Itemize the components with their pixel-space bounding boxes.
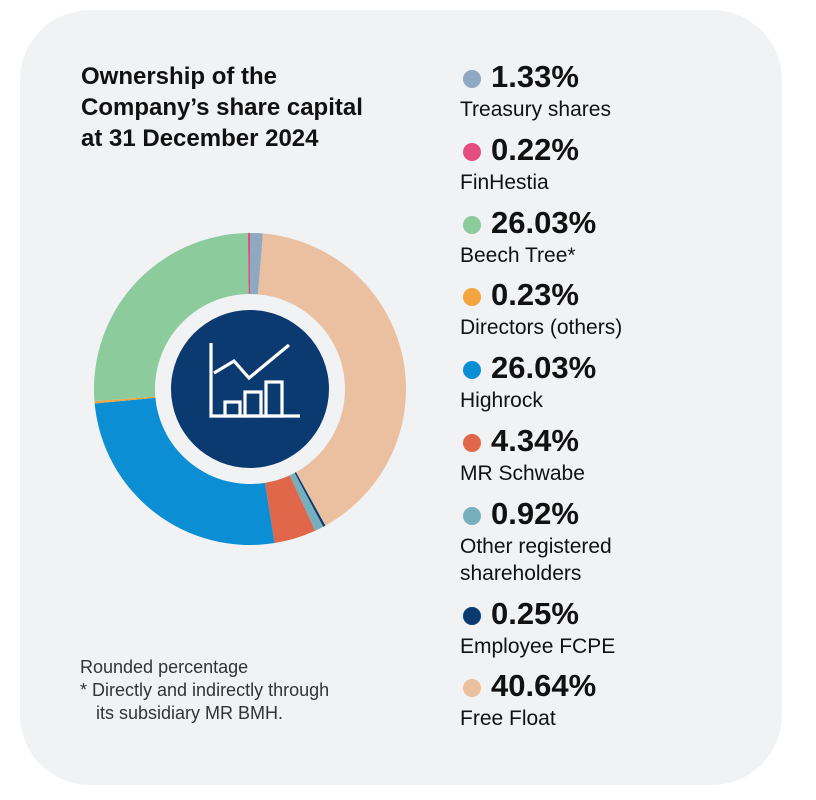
legend-label: FinHestia	[460, 169, 549, 196]
legend-label-line: Highrock	[460, 389, 543, 413]
donut-slice	[247, 233, 250, 295]
legend-label-line: MR Schwabe	[460, 462, 585, 485]
legend-label: Employee FCPE	[460, 633, 615, 660]
footnotes: Rounded percentage * Directly and indire…	[80, 656, 329, 725]
chart-title-line: Ownership of the	[81, 63, 278, 90]
legend-label-line: Employee FCPE	[460, 634, 616, 658]
legend-label: Highrock	[460, 387, 543, 414]
chart-title: Ownership of the Company’s share capital…	[81, 61, 421, 154]
legend-label-line: Treasury shares	[460, 98, 611, 121]
legend-label-line: Directors (others)	[460, 316, 623, 340]
legend-swatch	[463, 70, 481, 88]
legend-label: Beech Tree*	[460, 242, 576, 269]
legend-swatch	[463, 606, 481, 625]
legend-value: 26.03%	[491, 350, 597, 386]
donut-slice	[94, 233, 249, 402]
chart-title-line: Company’s share capital	[81, 94, 363, 121]
legend-label: Treasury shares	[460, 96, 611, 123]
chart-title-line: at 31 December 2024	[81, 125, 319, 152]
legend-label-line: FinHestia	[460, 170, 549, 194]
legend-label-line: shareholders	[460, 561, 582, 585]
donut-slice	[94, 397, 275, 545]
legend-label: Free Float	[460, 705, 556, 732]
legend-swatch	[463, 506, 481, 525]
legend-label-line: Other registered	[460, 534, 612, 558]
footnote-asterisk-continued: its subsidiary MR BMH.	[96, 703, 284, 723]
center-circle	[171, 310, 329, 468]
donut-slices	[94, 233, 406, 545]
donut-slice	[94, 396, 156, 404]
donut-slice	[294, 472, 326, 527]
growth-chart-icon	[209, 343, 300, 418]
donut-slice	[289, 472, 324, 531]
legend-swatch	[463, 288, 481, 307]
legend-label: Directors (others)	[460, 314, 622, 341]
legend-swatch	[463, 679, 481, 698]
legend-swatch	[463, 142, 481, 161]
legend-value: 0.25%	[491, 595, 579, 631]
legend-value: 0.22%	[491, 131, 579, 167]
donut-slice	[257, 233, 406, 526]
footnote-asterisk: * Directly and indirectly through	[80, 680, 330, 700]
legend-label: Other registered shareholders	[460, 533, 612, 587]
legend-swatch	[463, 361, 481, 380]
legend-swatch	[463, 215, 481, 234]
legend-value: 0.92%	[491, 495, 579, 531]
legend-value: 4.34%	[491, 423, 579, 458]
legend-label: MR Schwabe	[460, 460, 585, 487]
donut-slice	[264, 475, 316, 544]
legend-swatch	[463, 434, 481, 452]
legend-value: 40.64%	[491, 668, 597, 704]
legend-value: 1.33%	[491, 59, 579, 94]
legend-value: 0.23%	[491, 277, 579, 313]
legend-label-line: Beech Tree*	[460, 243, 576, 267]
legend-value: 26.03%	[491, 204, 597, 240]
legend-label-line: Free Float	[460, 707, 556, 731]
footnote-rounded: Rounded percentage	[80, 657, 249, 677]
donut-slice	[250, 233, 264, 295]
